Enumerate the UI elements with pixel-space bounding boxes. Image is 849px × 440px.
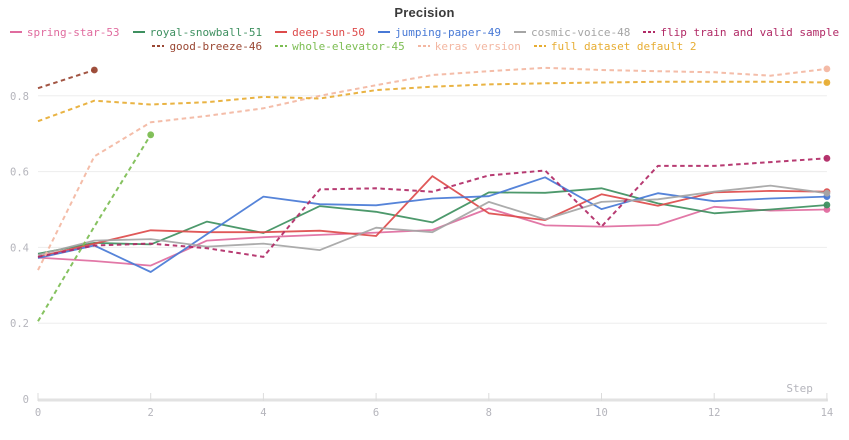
legend-label: cosmic-voice-48 — [530, 25, 631, 39]
dashed-line-swatch-icon — [533, 45, 546, 47]
legend-item-cosmic-voice-48[interactable]: cosmic-voice-48 — [513, 25, 631, 39]
x-tick-label-8: 8 — [486, 407, 492, 419]
series-line-keras-version[interactable] — [37, 66, 828, 271]
y-tick-label-0.4: 0.4 — [10, 242, 29, 254]
x-tick-label-4: 4 — [260, 407, 266, 419]
series-endpoint-cosmic-voice-48[interactable] — [823, 189, 831, 197]
series-line-flip-train-and-valid-sample[interactable] — [37, 157, 827, 258]
solid-line-swatch-icon — [275, 31, 288, 33]
x-axis-label: Step — [786, 382, 813, 395]
chart-legend: spring-star-53 royal-snowball-51 deep-sun-… — [0, 25, 849, 53]
y-tick-label-0.8: 0.8 — [10, 91, 29, 103]
x-tick-label-2: 2 — [148, 407, 154, 419]
legend-label: keras version — [434, 39, 521, 53]
x-tick-label-0: 0 — [35, 407, 41, 419]
solid-line-swatch-icon — [513, 31, 526, 33]
series-endpoint-royal-snowball-51[interactable] — [823, 201, 831, 209]
dashed-line-swatch-icon — [417, 45, 430, 47]
x-tick-label-12: 12 — [708, 407, 721, 419]
legend-label: whole-elevator-45 — [292, 39, 405, 53]
legend-row-2: good-breeze-46 whole-elevator-45 keras ver… — [0, 39, 849, 53]
chart-title: Precision — [394, 5, 455, 20]
series-line-cosmic-voice-48[interactable] — [37, 184, 828, 256]
x-tick-label-14: 14 — [821, 407, 834, 419]
series-endpoint-keras-version[interactable] — [823, 65, 831, 73]
series-endpoint-good-breeze-46[interactable] — [90, 66, 98, 74]
solid-line-swatch-icon — [9, 31, 22, 33]
series-line-whole-elevator-45[interactable] — [37, 134, 152, 322]
y-tick-label-0.2: 0.2 — [10, 318, 29, 330]
series-endpoint-flip-train-and-valid-sample[interactable] — [823, 154, 831, 162]
legend-label: good-breeze-46 — [169, 39, 263, 53]
series-line-jumping-paper-49[interactable] — [37, 176, 827, 273]
legend-label: flip train and valid sample — [660, 25, 840, 39]
legend-label: full dataset default 2 — [550, 39, 697, 53]
x-tick-label-6: 6 — [373, 407, 379, 419]
x-tick-label-10: 10 — [595, 407, 608, 419]
dashed-line-swatch-icon — [643, 31, 656, 33]
legend-label: spring-star-53 — [26, 25, 120, 39]
series-line-spring-star-53[interactable] — [37, 205, 827, 267]
solid-line-swatch-icon — [132, 31, 145, 33]
legend-label: deep-sun-50 — [292, 25, 366, 39]
series-endpoint-whole-elevator-45[interactable] — [147, 131, 155, 139]
legend-item-spring-star-53[interactable]: spring-star-53 — [9, 25, 120, 39]
legend-item-deep-sun-50[interactable]: deep-sun-50 — [275, 26, 365, 39]
solid-line-swatch-icon — [378, 31, 391, 33]
legend-label: jumping-paper-49 — [395, 25, 501, 39]
series-line-royal-snowball-51[interactable] — [37, 187, 827, 255]
legend-item-royal-snowball-51[interactable]: royal-snowball-51 — [132, 25, 263, 39]
series-endpoint-full-dataset-default-2[interactable] — [823, 79, 831, 86]
y-tick-label-0: 0 — [23, 394, 29, 406]
legend-item-good-breeze-46[interactable]: good-breeze-46 — [152, 40, 262, 53]
dashed-line-swatch-icon — [152, 45, 165, 47]
y-tick-label-0.6: 0.6 — [10, 167, 29, 179]
series-line-good-breeze-46[interactable] — [37, 69, 95, 90]
dashed-line-swatch-icon — [275, 45, 288, 47]
series-line-deep-sun-50[interactable] — [37, 175, 827, 258]
legend-item-full-dataset-default-2[interactable]: full dataset default 2 — [533, 39, 697, 53]
legend-item-keras-version[interactable]: keras version — [417, 39, 521, 53]
series-line-full-dataset-default-2[interactable] — [37, 80, 827, 123]
legend-item-jumping-paper-49[interactable]: jumping-paper-49 — [378, 26, 501, 39]
legend-item-flip-train-and-valid-sample[interactable]: flip train and valid sample — [643, 26, 839, 39]
legend-label: royal-snowball-51 — [149, 25, 263, 39]
legend-item-whole-elevator-45[interactable]: whole-elevator-45 — [275, 40, 405, 53]
legend-row-1: spring-star-53 royal-snowball-51 deep-sun-… — [0, 25, 849, 39]
